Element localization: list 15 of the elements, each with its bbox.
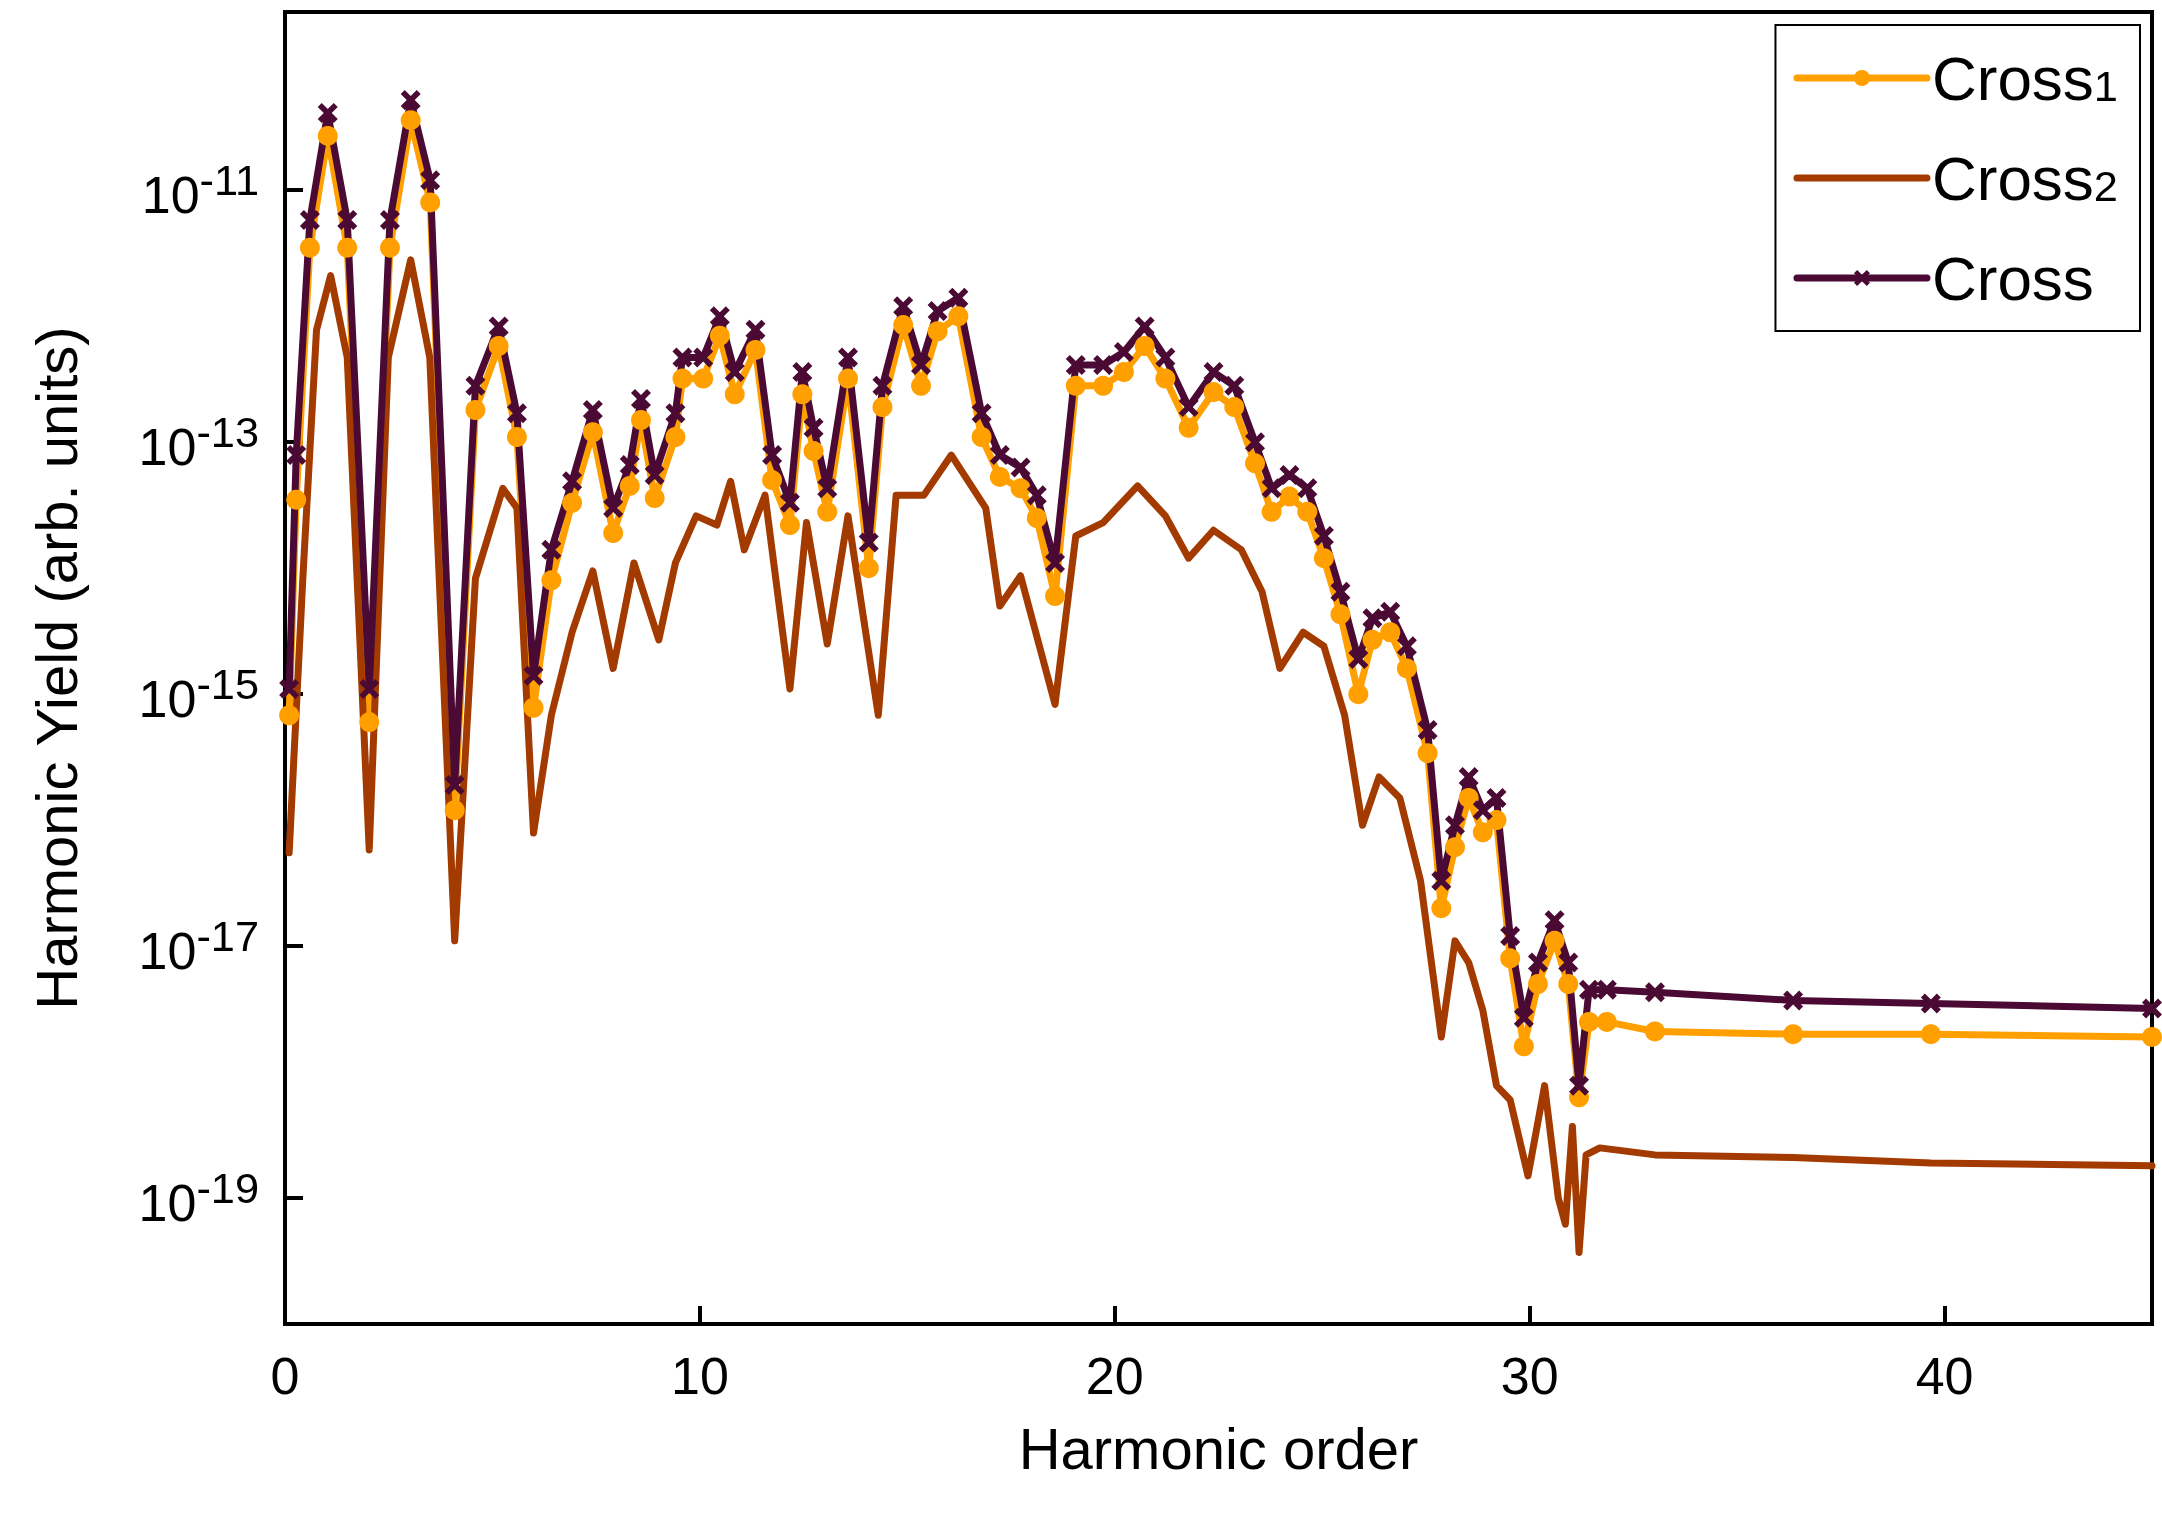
y-tick-label: 10$^{-13}$ (138, 408, 259, 477)
x-tick-label: 10 (670, 1347, 729, 1405)
y-tick-label: 10$^{-19}$ (138, 1163, 259, 1233)
x-tick-label: 20 (1085, 1347, 1144, 1405)
y-axis-title: Harmonic Yield (arb. units) (23, 326, 89, 1010)
x-tick-label: 40 (1915, 1347, 1974, 1405)
legend-label: Cross (1931, 243, 2094, 313)
legend-label: Cross1 (1931, 43, 2119, 113)
x-tick-label: 30 (1500, 1347, 1559, 1405)
x-axis-title: Harmonic order (1018, 1415, 1419, 1481)
x-tick-label: 0 (270, 1347, 300, 1405)
y-tick-label: 10$^{-15}$ (138, 659, 259, 729)
legend-label: Cross2 (1931, 143, 2119, 213)
y-tick-label: 10$^{-17}$ (138, 911, 259, 981)
y-tick-label: 10$^{-11}$ (141, 156, 259, 225)
